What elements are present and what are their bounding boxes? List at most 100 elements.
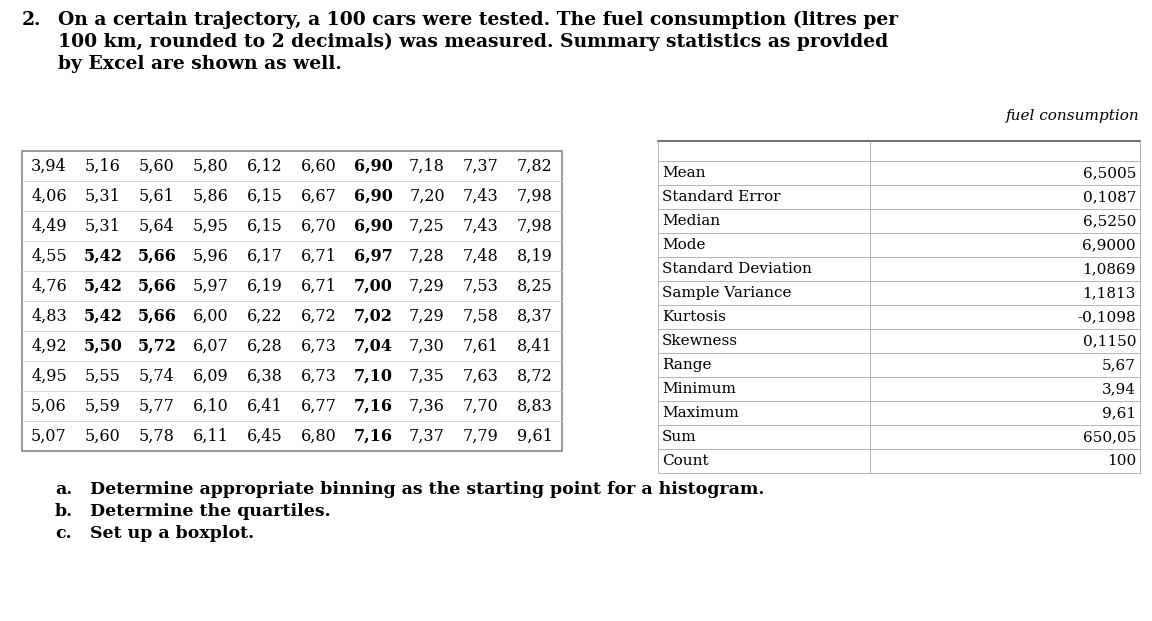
Text: 7,70: 7,70: [463, 397, 499, 414]
Text: by Excel are shown as well.: by Excel are shown as well.: [58, 55, 342, 73]
Text: 7,63: 7,63: [463, 368, 499, 384]
Text: 6,97: 6,97: [354, 248, 393, 265]
Text: 6,07: 6,07: [194, 337, 229, 355]
Text: 5,72: 5,72: [137, 337, 176, 355]
Text: 5,66: 5,66: [137, 248, 176, 265]
Text: 6,5250: 6,5250: [1083, 214, 1136, 228]
Text: 7,37: 7,37: [409, 427, 445, 445]
Text: 7,98: 7,98: [517, 188, 553, 204]
Text: 1,0869: 1,0869: [1083, 262, 1136, 276]
Text: 5,07: 5,07: [31, 427, 67, 445]
Text: 7,28: 7,28: [409, 248, 445, 265]
Text: 7,30: 7,30: [409, 337, 445, 355]
Text: 5,42: 5,42: [83, 307, 122, 325]
Text: 6,38: 6,38: [247, 368, 283, 384]
Text: 7,16: 7,16: [354, 397, 393, 414]
Text: 6,09: 6,09: [194, 368, 229, 384]
Text: 5,96: 5,96: [194, 248, 229, 265]
Text: 6,11: 6,11: [194, 427, 229, 445]
Text: 7,35: 7,35: [409, 368, 445, 384]
Text: Minimum: Minimum: [662, 382, 736, 396]
Text: 7,02: 7,02: [354, 307, 393, 325]
Text: 6,22: 6,22: [248, 307, 282, 325]
Text: 6,73: 6,73: [301, 337, 336, 355]
Text: 7,37: 7,37: [463, 158, 499, 175]
Text: 5,86: 5,86: [194, 188, 229, 204]
Text: 6,80: 6,80: [301, 427, 336, 445]
Text: 1,1813: 1,1813: [1083, 286, 1136, 300]
Text: 4,92: 4,92: [31, 337, 67, 355]
Text: b.: b.: [55, 503, 73, 520]
Text: 5,60: 5,60: [85, 427, 121, 445]
Text: 7,36: 7,36: [409, 397, 445, 414]
Text: 5,31: 5,31: [85, 217, 121, 235]
Text: 8,19: 8,19: [517, 248, 553, 265]
Text: Set up a boxplot.: Set up a boxplot.: [90, 525, 255, 542]
Text: 4,95: 4,95: [31, 368, 67, 384]
Text: Sum: Sum: [662, 430, 697, 444]
Text: 5,16: 5,16: [85, 158, 121, 175]
Text: 5,60: 5,60: [139, 158, 175, 175]
Text: 5,67: 5,67: [1102, 358, 1136, 372]
Text: 6,71: 6,71: [301, 248, 336, 265]
Text: 5,55: 5,55: [85, 368, 121, 384]
Text: 5,97: 5,97: [194, 278, 229, 294]
Text: 5,66: 5,66: [137, 307, 176, 325]
Text: 7,20: 7,20: [409, 188, 445, 204]
Text: 3,94: 3,94: [31, 158, 67, 175]
Text: 8,83: 8,83: [517, 397, 553, 414]
Text: Standard Deviation: Standard Deviation: [662, 262, 812, 276]
Text: fuel consumption: fuel consumption: [1006, 109, 1140, 123]
Text: 7,00: 7,00: [354, 278, 393, 294]
Text: 0,1087: 0,1087: [1083, 190, 1136, 204]
Text: 9,61: 9,61: [517, 427, 553, 445]
Text: 650,05: 650,05: [1083, 430, 1136, 444]
Text: 7,79: 7,79: [463, 427, 499, 445]
Text: 4,55: 4,55: [31, 248, 67, 265]
Text: 7,82: 7,82: [517, 158, 553, 175]
Text: 6,12: 6,12: [248, 158, 283, 175]
Text: 6,90: 6,90: [354, 188, 393, 204]
Text: 6,70: 6,70: [301, 217, 336, 235]
Text: 8,37: 8,37: [517, 307, 553, 325]
Text: 7,29: 7,29: [409, 278, 445, 294]
Text: Standard Error: Standard Error: [662, 190, 781, 204]
Text: 6,41: 6,41: [248, 397, 283, 414]
Text: 7,04: 7,04: [354, 337, 393, 355]
Text: 5,80: 5,80: [194, 158, 229, 175]
Text: 5,50: 5,50: [84, 337, 122, 355]
Text: 8,41: 8,41: [517, 337, 553, 355]
Text: Maximum: Maximum: [662, 406, 738, 420]
Text: 6,15: 6,15: [247, 217, 283, 235]
Text: Determine the quartiles.: Determine the quartiles.: [90, 503, 331, 520]
Text: 6,19: 6,19: [247, 278, 283, 294]
Text: 5,78: 5,78: [139, 427, 175, 445]
Text: 5,42: 5,42: [83, 248, 122, 265]
Text: 6,77: 6,77: [301, 397, 336, 414]
Text: Mode: Mode: [662, 238, 705, 252]
Text: 5,61: 5,61: [139, 188, 175, 204]
Text: 5,42: 5,42: [83, 278, 122, 294]
Text: 8,25: 8,25: [517, 278, 553, 294]
Text: -0,1098: -0,1098: [1077, 310, 1136, 324]
Text: 9,61: 9,61: [1101, 406, 1136, 420]
Text: 6,90: 6,90: [354, 158, 393, 175]
Text: Mean: Mean: [662, 166, 705, 180]
Text: 6,00: 6,00: [194, 307, 229, 325]
Text: 100 km, rounded to 2 decimals) was measured. Summary statistics as provided: 100 km, rounded to 2 decimals) was measu…: [58, 33, 888, 52]
Text: 7,61: 7,61: [463, 337, 499, 355]
Text: 4,83: 4,83: [31, 307, 67, 325]
Text: 7,43: 7,43: [463, 217, 499, 235]
Text: 7,48: 7,48: [463, 248, 499, 265]
Text: 5,59: 5,59: [85, 397, 121, 414]
Text: 0,1150: 0,1150: [1083, 334, 1136, 348]
Text: 7,29: 7,29: [409, 307, 445, 325]
Text: 6,5005: 6,5005: [1083, 166, 1136, 180]
Text: 6,45: 6,45: [248, 427, 283, 445]
Text: c.: c.: [55, 525, 71, 542]
Text: On a certain trajectory, a 100 cars were tested. The fuel consumption (litres pe: On a certain trajectory, a 100 cars were…: [58, 11, 899, 29]
Text: 6,9000: 6,9000: [1083, 238, 1136, 252]
Text: 4,76: 4,76: [31, 278, 67, 294]
Text: 7,58: 7,58: [463, 307, 499, 325]
Text: Count: Count: [662, 454, 708, 468]
